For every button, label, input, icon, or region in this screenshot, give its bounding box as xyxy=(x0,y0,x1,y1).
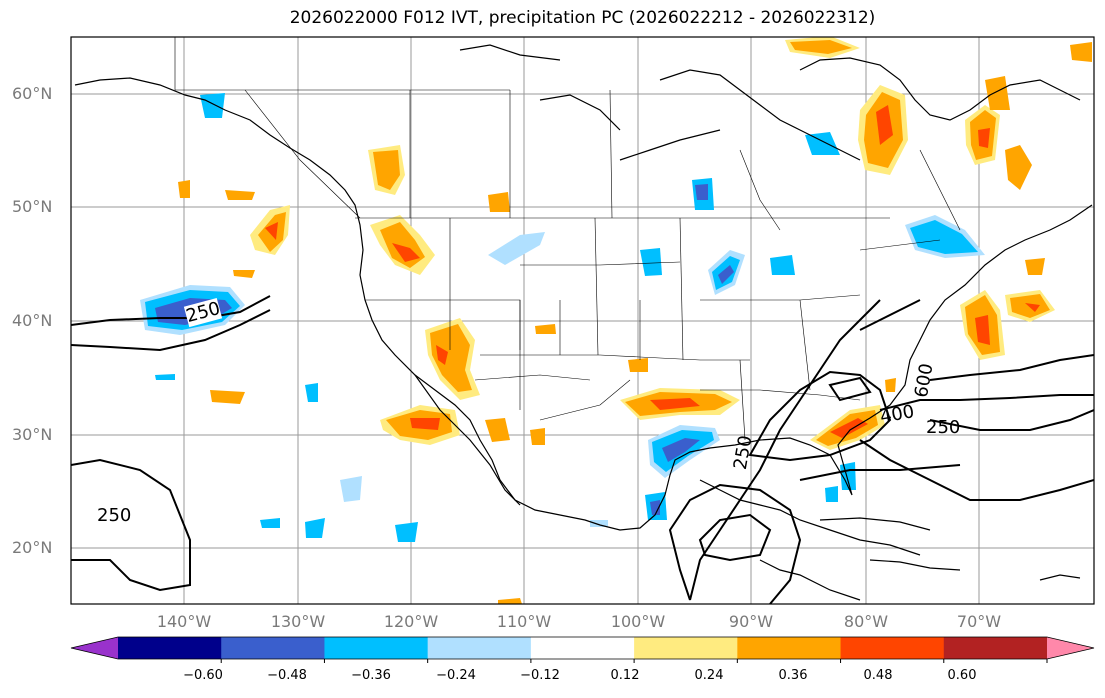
lon-label: 120°W xyxy=(383,612,439,631)
lat-label: 40°N xyxy=(12,311,53,330)
precip-negative xyxy=(140,93,985,542)
colorbar-segment xyxy=(530,637,635,659)
lon-label: 110°W xyxy=(496,612,552,631)
lon-label: 100°W xyxy=(610,612,666,631)
colorbar-segment xyxy=(737,637,842,659)
precip-positive xyxy=(178,37,1092,604)
lat-label: 20°N xyxy=(12,538,53,557)
colorbar xyxy=(70,636,1095,663)
colorbar-segment xyxy=(943,637,1048,659)
colorbar-extend-min xyxy=(71,637,118,659)
lon-label: 130°W xyxy=(270,612,326,631)
colorbar-extend-max xyxy=(1047,637,1094,659)
coastlines xyxy=(74,44,1093,601)
colorbar-tick-label: 0.48 xyxy=(863,668,893,683)
lon-label: 70°W xyxy=(956,612,1002,631)
colorbar-segment xyxy=(118,637,222,659)
lat-label: 60°N xyxy=(12,84,53,103)
colorbar-tick-label: −0.12 xyxy=(520,668,560,683)
colorbar-segment xyxy=(221,637,325,659)
lon-label: 140°W xyxy=(156,612,212,631)
colorbar-tick-label: −0.36 xyxy=(351,668,391,683)
lon-label: 90°W xyxy=(728,612,774,631)
lon-label: 80°W xyxy=(843,612,889,631)
colorbar-segment xyxy=(427,637,532,659)
map-title: 2026022000 F012 IVT, precipitation PC (2… xyxy=(289,8,876,28)
contour-label: 250 xyxy=(97,505,132,526)
colorbar-tick-label: 0.36 xyxy=(778,668,808,683)
colorbar-segment xyxy=(324,637,429,659)
colorbar-tick-label: 0.12 xyxy=(610,668,640,683)
lat-label: 30°N xyxy=(12,425,53,444)
ivt-contours xyxy=(71,295,1094,604)
colorbar-tick-label: 0.24 xyxy=(694,668,724,683)
colorbar-outline xyxy=(70,636,1095,660)
colorbar-tick-label: −0.60 xyxy=(183,668,223,683)
colorbar-segment xyxy=(634,637,738,659)
map-frame xyxy=(70,36,1095,605)
colorbar-tick-label: 0.60 xyxy=(947,668,977,683)
colorbar-tick-label: −0.48 xyxy=(267,668,307,683)
colorbar-segment xyxy=(840,637,945,659)
colorbar-tick-label: −0.24 xyxy=(436,668,476,683)
lat-label: 50°N xyxy=(12,197,53,216)
political-borders xyxy=(174,37,961,441)
contour-label: 250 xyxy=(926,417,961,438)
